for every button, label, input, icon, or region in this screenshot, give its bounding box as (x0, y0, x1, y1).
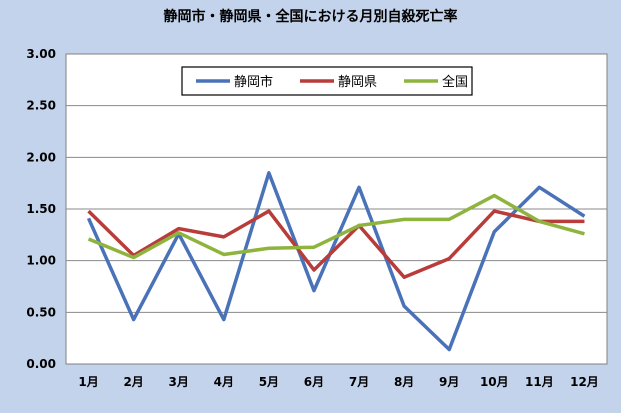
x-tick-label: 2月 (123, 375, 143, 389)
y-axis-ticks: 3.00 2.50 2.00 1.50 1.00 0.50 0.00 (26, 47, 56, 371)
y-tick-label: 1.00 (26, 254, 56, 268)
legend-label: 静岡市 (234, 74, 273, 90)
y-tick-label: 2.50 (26, 99, 56, 113)
x-tick-label: 10月 (480, 375, 509, 389)
legend: 静岡市 静岡県 全国 (181, 66, 473, 96)
x-tick-label: 4月 (214, 375, 234, 389)
x-tick-label: 7月 (349, 375, 369, 389)
x-tick-label: 1月 (78, 375, 98, 389)
x-tick-label: 3月 (169, 375, 189, 389)
x-tick-label: 6月 (304, 375, 324, 389)
legend-label: 静岡県 (338, 75, 377, 90)
y-tick-label: 2.00 (26, 150, 56, 164)
x-tick-label: 5月 (259, 375, 279, 389)
legend-label: 全国 (442, 74, 468, 90)
x-tick-label: 8月 (394, 375, 414, 389)
x-tick-label: 11月 (525, 375, 554, 389)
series-line (87, 209, 585, 279)
y-tick-label: 0.00 (26, 357, 56, 371)
y-tick-label: 3.00 (26, 47, 56, 61)
y-tick-label: 0.50 (26, 305, 56, 319)
x-tick-label: 9月 (439, 375, 459, 389)
chart-title: 静岡市・静岡県・全国における月別自殺死亡率 (163, 9, 458, 25)
series-line (87, 193, 585, 260)
series-lines (86, 171, 586, 352)
x-tick-label: 12月 (570, 375, 599, 389)
x-axis-ticks: 1月 2月 3月 4月 5月 6月 7月 8月 9月 10月 11月 12月 (78, 375, 598, 389)
series-line (86, 171, 586, 352)
y-tick-label: 1.50 (26, 202, 56, 216)
